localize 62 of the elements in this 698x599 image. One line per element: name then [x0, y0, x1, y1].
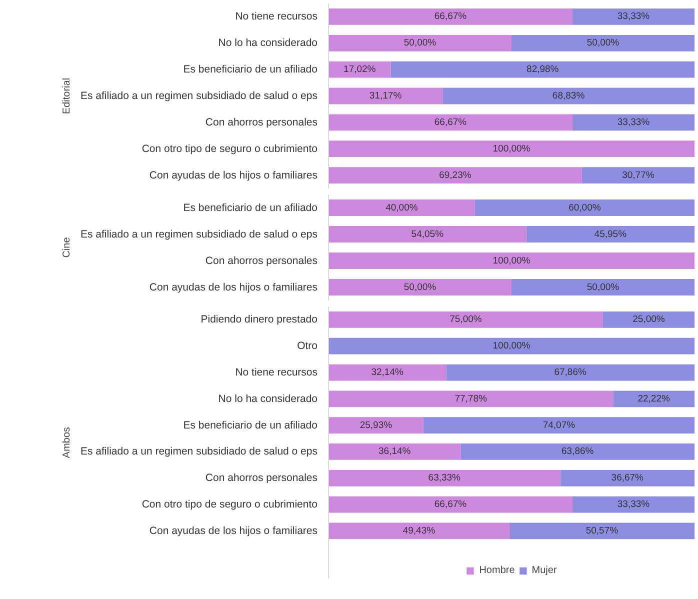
- data-label: 67,86%: [554, 367, 587, 378]
- y-axis-title: Editorial: [62, 78, 73, 114]
- y-tick-label: Pidiendo dinero prestado: [200, 314, 318, 326]
- y-axis-title: Cine: [62, 236, 73, 258]
- data-label: 36,14%: [378, 446, 412, 458]
- data-label: 66,67%: [434, 499, 468, 510]
- y-tick-label: Con ayudas de los hijos o familiares: [149, 524, 318, 537]
- y-tick-label: Con ahorros personales: [205, 472, 318, 484]
- y-axis-title: Ambos: [62, 426, 73, 458]
- y-tick-label: Con ahorros personales: [205, 254, 318, 267]
- y-tick-label: Con ahorros personales: [205, 116, 318, 128]
- data-label: 82,98%: [526, 64, 560, 76]
- data-label: 63,86%: [562, 446, 594, 458]
- y-tick-label: Otro: [297, 340, 318, 352]
- y-tick-label: Con otro tipo de seguro o cubrimiento: [142, 498, 318, 511]
- y-tick-label: Con ayudas de los hijos o familiares: [149, 281, 318, 294]
- y-tick-label: No lo ha considerado: [218, 392, 318, 405]
- data-label: 45,95%: [594, 228, 628, 240]
- y-tick-label: Es afiliado a un regimen subsidiado de salud o eps: [80, 90, 318, 102]
- data-label: 74,07%: [542, 420, 576, 431]
- y-tick-label: No tiene recursos: [235, 366, 318, 379]
- y-tick-label: Es afiliado a un regimen subsidiado de salud o eps: [80, 228, 318, 240]
- legend-label: Hombre: [479, 565, 515, 576]
- data-label: 31,17%: [369, 90, 402, 102]
- data-label: 100,00%: [492, 143, 531, 154]
- data-label: 50,57%: [586, 525, 619, 536]
- data-label: 100,00%: [492, 255, 531, 266]
- data-label: 60,00%: [568, 202, 602, 214]
- data-label: 17,02%: [344, 64, 376, 76]
- data-label: 33,33%: [617, 11, 650, 22]
- legend-label: Mujer: [532, 565, 557, 576]
- data-label: 25,00%: [632, 314, 666, 326]
- data-label: 33,33%: [617, 116, 650, 128]
- data-label: 40,00%: [386, 202, 418, 214]
- data-label: 68,83%: [552, 90, 586, 102]
- data-label: 75,00%: [450, 314, 482, 326]
- data-label: 49,43%: [402, 525, 436, 536]
- y-tick-label: Con ayudas de los hijos o familiares: [149, 169, 318, 182]
- y-tick-label: No tiene recursos: [235, 10, 318, 23]
- data-label: 77,78%: [454, 393, 488, 404]
- data-label: 33,33%: [617, 499, 650, 510]
- y-tick-label: No lo ha considerado: [218, 37, 318, 50]
- data-label: 22,22%: [638, 393, 670, 404]
- y-tick-label: Es afiliado a un regimen subsidiado de salud o eps: [80, 446, 318, 458]
- data-label: 30,77%: [622, 170, 655, 181]
- data-label: 50,00%: [404, 38, 437, 49]
- y-tick-label: Con otro tipo de seguro o cubrimiento: [142, 142, 318, 155]
- data-label: 50,00%: [404, 282, 437, 293]
- y-tick-label: Es beneficiario de un afiliado: [183, 64, 318, 76]
- data-label: 66,67%: [434, 116, 468, 128]
- y-tick-label: Es beneficiario de un afiliado: [183, 419, 318, 432]
- data-label: 50,00%: [586, 282, 620, 293]
- data-label: 25,93%: [360, 420, 393, 431]
- data-label: 36,67%: [611, 472, 644, 484]
- data-label: 66,67%: [434, 11, 468, 22]
- y-tick-label: Es beneficiario de un afiliado: [183, 202, 318, 214]
- data-label: 63,33%: [428, 472, 462, 484]
- data-label: 69,23%: [439, 170, 472, 181]
- data-label: 32,14%: [371, 367, 404, 378]
- data-label: 50,00%: [586, 38, 620, 49]
- data-label: 100,00%: [492, 340, 531, 352]
- data-label: 54,05%: [411, 228, 444, 240]
